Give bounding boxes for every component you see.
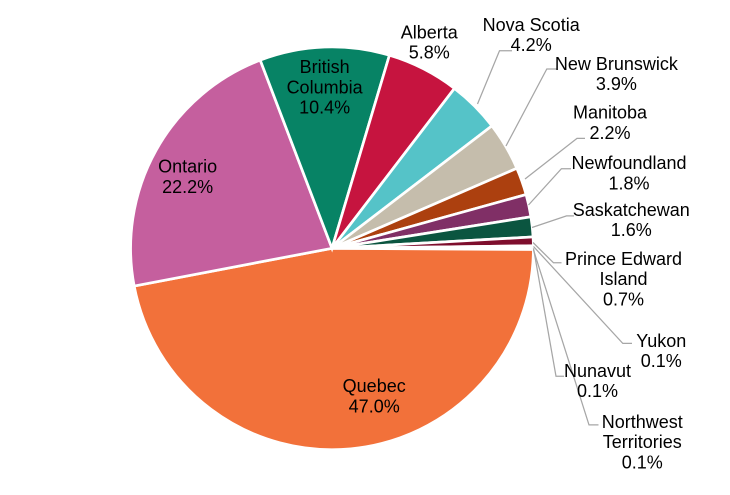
svg-text:Manitoba: Manitoba (573, 103, 648, 123)
svg-text:0.1%: 0.1% (577, 381, 618, 401)
svg-text:Island: Island (599, 269, 647, 289)
svg-text:22.2%: 22.2% (162, 177, 213, 197)
svg-text:47.0%: 47.0% (349, 396, 400, 416)
svg-text:Quebec: Quebec (343, 376, 406, 396)
svg-text:Northwest: Northwest (602, 412, 683, 432)
svg-text:Newfoundland: Newfoundland (571, 153, 686, 173)
svg-text:Prince Edward: Prince Edward (565, 249, 682, 269)
svg-text:0.1%: 0.1% (641, 351, 682, 371)
svg-text:New Brunswick: New Brunswick (555, 54, 679, 74)
svg-text:4.2%: 4.2% (511, 35, 552, 55)
svg-text:10.4%: 10.4% (299, 98, 350, 118)
svg-text:0.1%: 0.1% (622, 452, 663, 472)
svg-text:Nova Scotia: Nova Scotia (483, 15, 581, 35)
svg-text:Ontario: Ontario (158, 157, 217, 177)
svg-text:Saskatchewan: Saskatchewan (573, 200, 690, 220)
svg-text:Columbia: Columbia (287, 77, 364, 97)
svg-text:Yukon: Yukon (636, 331, 686, 351)
svg-text:0.7%: 0.7% (603, 290, 644, 310)
svg-text:5.8%: 5.8% (409, 43, 450, 63)
svg-text:British: British (300, 57, 350, 77)
svg-text:Alberta: Alberta (401, 22, 459, 42)
svg-text:1.8%: 1.8% (608, 174, 649, 194)
svg-text:3.9%: 3.9% (596, 74, 637, 94)
svg-text:Territories: Territories (603, 432, 682, 452)
svg-text:Nunavut: Nunavut (564, 361, 631, 381)
svg-text:1.6%: 1.6% (611, 220, 652, 240)
svg-text:2.2%: 2.2% (589, 123, 630, 143)
